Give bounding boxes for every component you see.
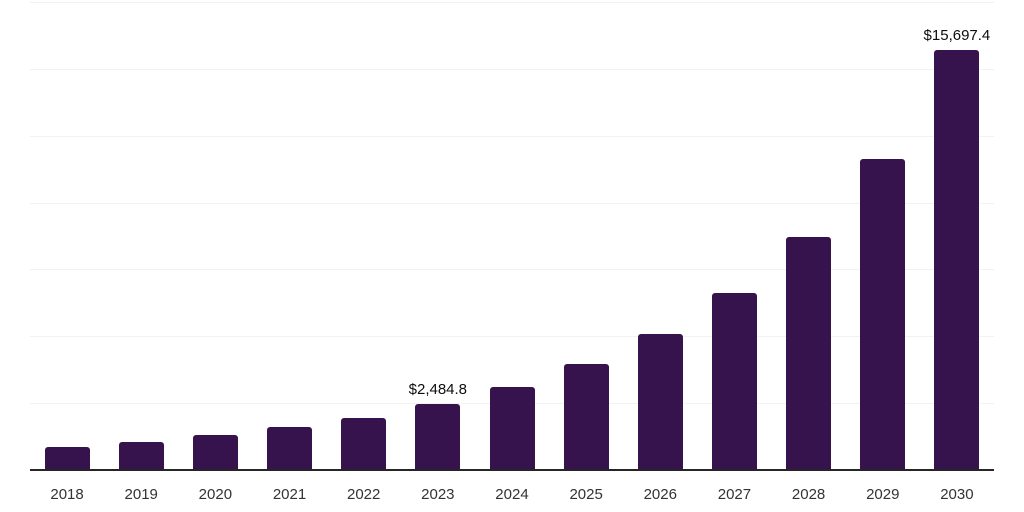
- gridline: [30, 2, 994, 3]
- x-tick-2027: 2027: [717, 486, 752, 503]
- bar-2021: [267, 427, 313, 470]
- gridline: [30, 269, 994, 271]
- gridline: [30, 336, 994, 338]
- x-tick-2021: 2021: [272, 486, 307, 503]
- x-tick-2022: 2022: [346, 486, 381, 503]
- gridline: [30, 202, 994, 204]
- bar-2029: [860, 158, 906, 470]
- x-tick-2026: 2026: [643, 486, 677, 503]
- bar-2024: [489, 386, 535, 470]
- bar-2030: [934, 50, 980, 470]
- x-axis-line: [30, 469, 994, 471]
- bar-2018: [44, 447, 90, 470]
- gridline: [30, 68, 994, 70]
- bar-2022: [341, 417, 387, 470]
- x-tick-2024: 2024: [495, 486, 529, 503]
- bar-2025: [563, 364, 609, 470]
- x-tick-2025: 2025: [569, 486, 603, 503]
- x-tick-2018: 2018: [50, 486, 84, 503]
- value-label-2030: $15,697.4: [923, 27, 991, 45]
- bar-2019: [118, 441, 164, 470]
- bar-2028: [786, 237, 832, 470]
- x-tick-2023: 2023: [421, 486, 455, 503]
- bar-2023: [415, 403, 461, 470]
- bar-2027: [711, 292, 757, 470]
- x-tick-2030: 2030: [940, 486, 974, 503]
- x-tick-2019: 2019: [124, 486, 158, 503]
- value-label-2023: $2,484.8: [408, 380, 468, 398]
- bar-2026: [637, 334, 683, 470]
- bar-2020: [192, 435, 238, 470]
- x-tick-2029: 2029: [866, 486, 900, 503]
- x-tick-2028: 2028: [791, 486, 826, 503]
- x-tick-2020: 2020: [198, 486, 233, 503]
- gridline: [30, 135, 994, 137]
